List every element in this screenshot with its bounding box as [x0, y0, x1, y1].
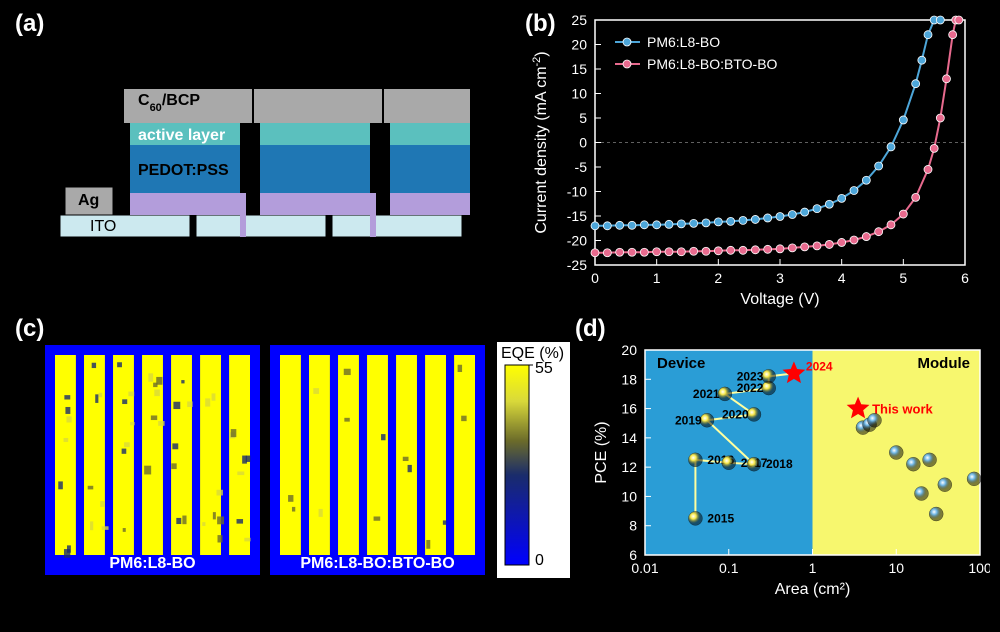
svg-text:0: 0 [535, 552, 544, 569]
svg-text:16: 16 [621, 401, 637, 417]
device-stack-schematic: ITOAgC60/BCPactive layerPEDOT:PSS [40, 40, 470, 250]
svg-text:EQE (%): EQE (%) [501, 345, 564, 362]
svg-text:ITO: ITO [90, 218, 116, 235]
svg-text:10: 10 [888, 560, 904, 576]
svg-text:Ag: Ag [78, 192, 99, 209]
svg-text:2020: 2020 [722, 407, 749, 421]
svg-text:20: 20 [571, 37, 587, 53]
svg-text:4: 4 [838, 270, 846, 286]
svg-text:Area (cm²): Area (cm²) [775, 581, 851, 598]
svg-text:3: 3 [776, 270, 784, 286]
svg-text:-20: -20 [567, 233, 587, 249]
panel-label-d: (d) [575, 315, 606, 343]
svg-text:2021: 2021 [693, 387, 720, 401]
svg-text:PM6:L8-BO: PM6:L8-BO [109, 555, 195, 572]
svg-text:18: 18 [621, 371, 637, 387]
svg-text:0: 0 [579, 135, 587, 151]
panel-label-c: (c) [15, 315, 44, 343]
svg-text:PM6:L8-BO:BTO-BO: PM6:L8-BO:BTO-BO [300, 555, 454, 572]
svg-text:1: 1 [809, 560, 817, 576]
panel-label-a: (a) [15, 10, 44, 38]
svg-text:2015: 2015 [707, 511, 734, 525]
svg-text:10: 10 [621, 488, 637, 504]
svg-text:6: 6 [961, 270, 969, 286]
svg-text:Voltage (V): Voltage (V) [740, 291, 819, 308]
svg-text:2018: 2018 [766, 457, 793, 471]
svg-text:15: 15 [571, 61, 587, 77]
svg-text:2023: 2023 [737, 369, 764, 383]
jv-curve-chart: 0 1 2 3 4 5 6 -25 -20 -15 -10 -5 0 5 10 15 20 25 Voltage (… [530, 10, 980, 310]
pce-area-scatter: DeviceModule0.010.111010068101214161820A… [590, 340, 990, 605]
svg-text:PM6:L8-BO:BTO-BO: PM6:L8-BO:BTO-BO [647, 56, 778, 72]
svg-text:12: 12 [621, 459, 637, 475]
svg-text:55: 55 [535, 360, 553, 377]
svg-text:-15: -15 [567, 208, 587, 224]
eqe-map-pair: PM6:L8-BO PM6:L8-BO:BTO-BO EQE (%)55 0 [40, 340, 570, 605]
svg-text:8: 8 [629, 518, 637, 534]
svg-text:PM6:L8-BO: PM6:L8-BO [647, 34, 720, 50]
svg-text:1: 1 [653, 270, 661, 286]
svg-text:0.1: 0.1 [719, 560, 739, 576]
svg-text:2: 2 [714, 270, 722, 286]
svg-text:100: 100 [968, 560, 990, 576]
svg-text:25: 25 [571, 12, 587, 28]
svg-text:6: 6 [629, 547, 637, 563]
svg-text:10: 10 [571, 86, 587, 102]
svg-text:2024: 2024 [806, 359, 833, 373]
svg-text:-10: -10 [567, 184, 587, 200]
svg-text:2019: 2019 [675, 413, 702, 427]
svg-text:20: 20 [621, 342, 637, 358]
svg-text:5: 5 [899, 270, 907, 286]
svg-text:active layer: active layer [138, 127, 225, 144]
svg-text:This work: This work [872, 402, 933, 417]
svg-text:0: 0 [591, 270, 599, 286]
svg-text:5: 5 [579, 110, 587, 126]
svg-text:PCE (%): PCE (%) [593, 421, 610, 483]
svg-text:Module: Module [918, 355, 971, 372]
svg-text:PEDOT:PSS: PEDOT:PSS [138, 162, 229, 179]
svg-text:-5: -5 [575, 159, 588, 175]
svg-text:Current density (mA cm-2): Current density (mA cm-2) [531, 51, 550, 233]
svg-text:-25: -25 [567, 257, 587, 273]
svg-text:14: 14 [621, 430, 637, 446]
svg-text:Device: Device [657, 355, 705, 372]
